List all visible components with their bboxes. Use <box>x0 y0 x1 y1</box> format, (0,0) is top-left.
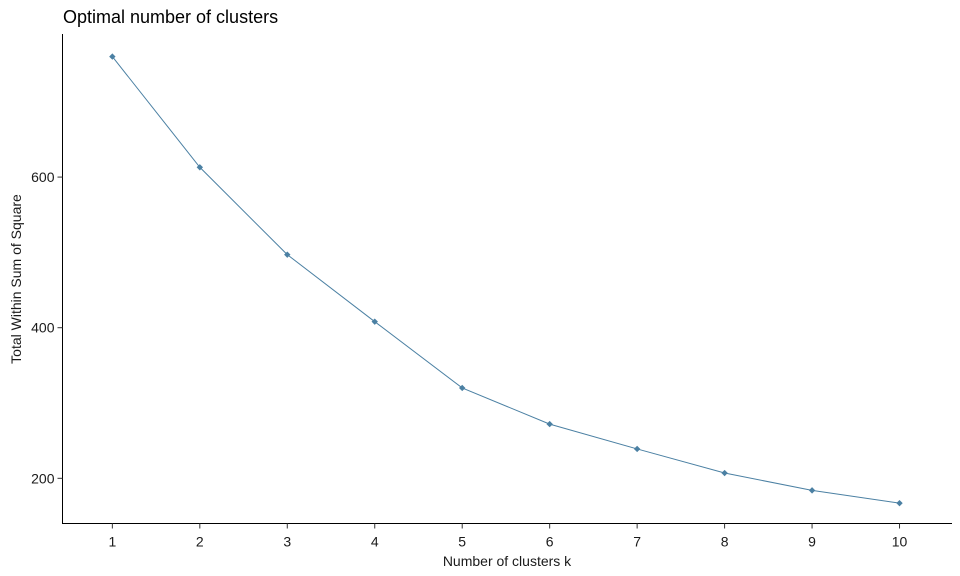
y-tick-label: 600 <box>31 169 55 185</box>
x-tick-label: 3 <box>283 534 291 550</box>
x-axis-label: Number of clusters k <box>443 553 572 569</box>
x-ticks: 1 2 3 4 5 6 7 8 9 10 <box>108 523 908 550</box>
data-point <box>371 318 378 325</box>
data-point <box>546 420 553 428</box>
x-tick-label: 1 <box>108 534 116 550</box>
y-axis-label: Total Within Sum of Square <box>8 194 24 364</box>
series-line <box>111 56 900 504</box>
data-point <box>459 384 466 392</box>
y-ticks: 200 400 600 <box>31 169 63 486</box>
data-point <box>721 469 728 477</box>
plot-area <box>109 53 903 507</box>
x-axis: 1 2 3 4 5 6 7 8 9 10 <box>62 523 952 550</box>
x-tick-label: 5 <box>458 534 466 550</box>
y-axis: 200 400 600 <box>31 34 63 524</box>
data-point <box>896 499 903 507</box>
x-tick-label: 4 <box>371 534 379 550</box>
x-tick-label: 7 <box>633 534 641 550</box>
chart-title: Optimal number of clusters <box>63 7 278 27</box>
data-point <box>109 53 116 60</box>
x-tick-label: 9 <box>808 534 816 550</box>
x-tick-label: 10 <box>892 534 908 550</box>
x-tick-label: 6 <box>546 534 554 550</box>
data-point <box>633 445 641 453</box>
series-points <box>109 53 903 507</box>
y-tick-label: 200 <box>31 470 55 486</box>
y-tick-label: 400 <box>31 320 55 336</box>
x-tick-label: 2 <box>196 534 204 550</box>
x-tick-label: 8 <box>721 534 729 550</box>
data-point <box>284 251 291 258</box>
data-point <box>808 487 816 494</box>
data-point <box>196 164 204 171</box>
